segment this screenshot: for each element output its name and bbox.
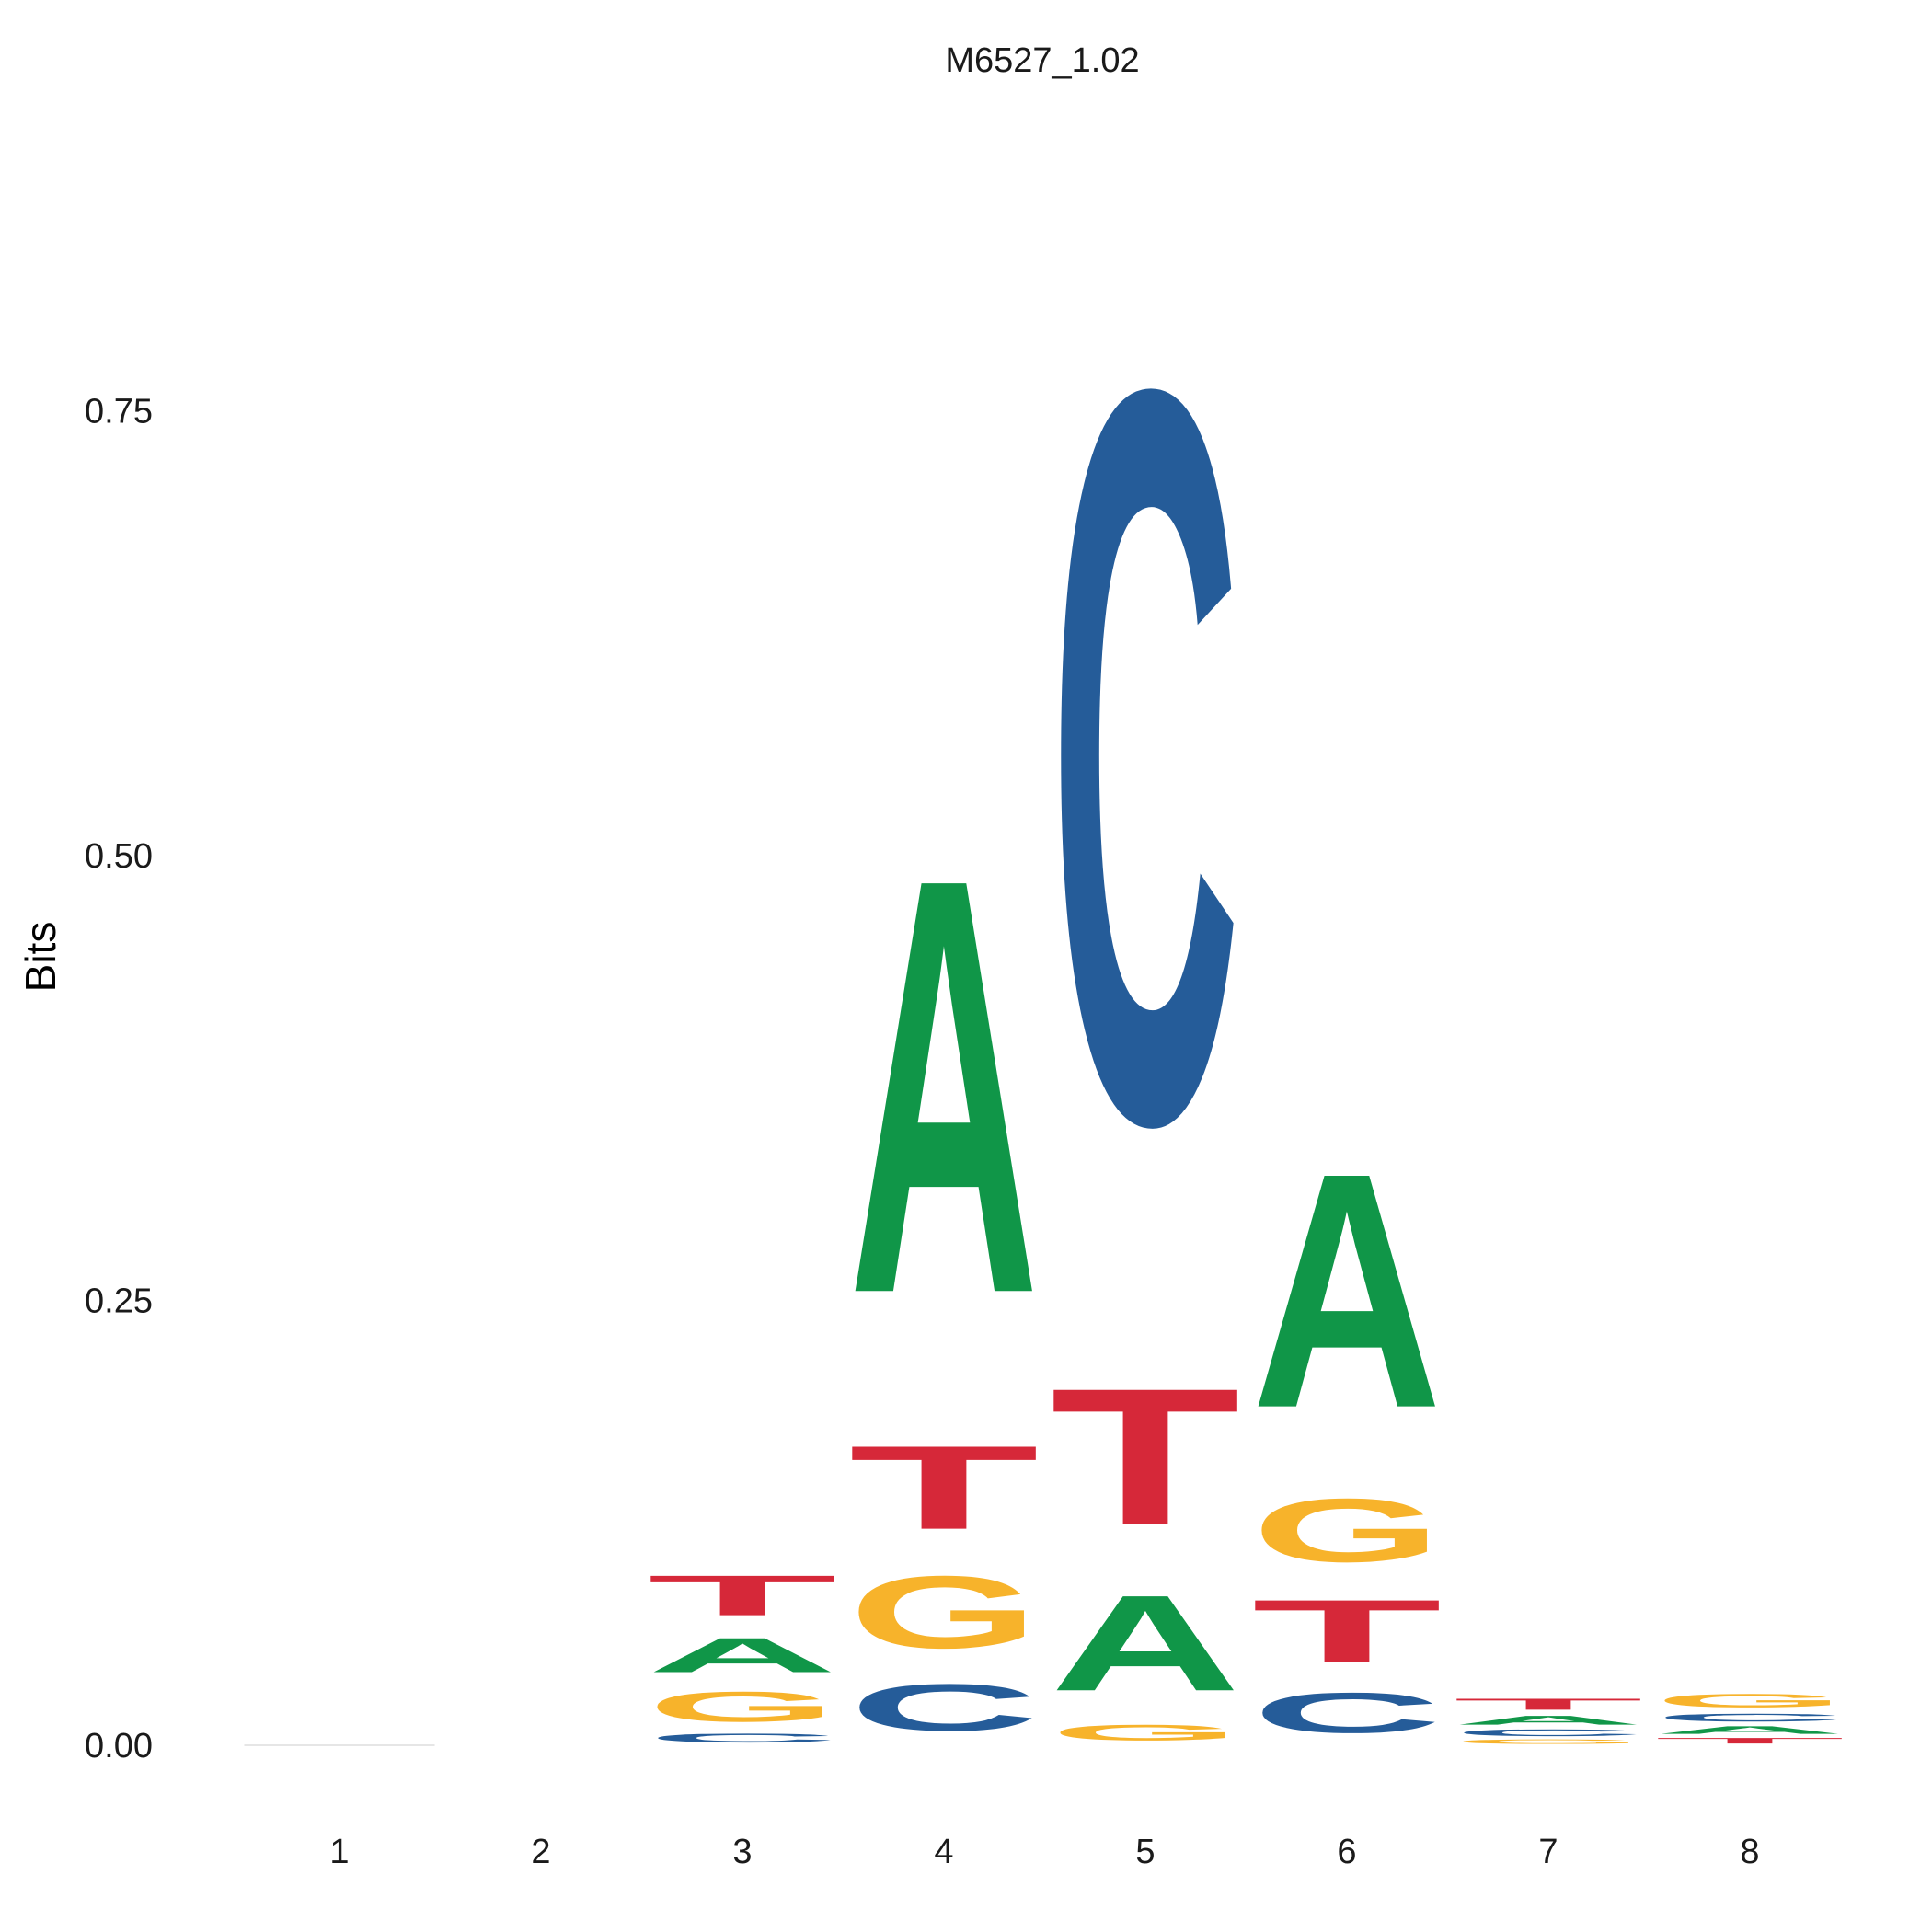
letter-A: A <box>1252 1104 1443 1478</box>
letter-C: C <box>1655 1711 1846 1724</box>
letter-G: G <box>648 1683 838 1731</box>
letter-A: A <box>849 755 1040 1418</box>
letter-A: A <box>1454 1713 1644 1727</box>
letter-C: C <box>1252 1681 1443 1745</box>
letter-C: C <box>1454 1728 1644 1739</box>
letter-T: T <box>849 1421 1040 1554</box>
letter-G: G <box>849 1555 1040 1670</box>
x-tick-label: 6 <box>1337 1833 1356 1871</box>
x-tick-label: 3 <box>732 1833 752 1871</box>
letter-T: T <box>1454 1696 1644 1713</box>
x-tick-label: 4 <box>934 1833 953 1871</box>
letter-C: C <box>849 1671 1040 1745</box>
letter-C: C <box>648 1731 838 1744</box>
letter-T: T <box>1252 1581 1443 1680</box>
x-tick-label: 7 <box>1538 1833 1558 1871</box>
letter-A: A <box>1051 1567 1241 1719</box>
letter-C: C <box>1051 172 1241 1340</box>
y-tick-label: 0.50 <box>85 837 153 876</box>
chart-title: M6527_1.02 <box>945 41 1139 80</box>
x-tick-label: 1 <box>329 1833 349 1871</box>
y-axis-ticks: 0.00 0.25 0.50 0.75 <box>85 393 153 1766</box>
letter-G: G <box>1252 1479 1443 1581</box>
y-tick-label: 0.25 <box>85 1282 153 1321</box>
x-tick-label: 5 <box>1135 1833 1155 1871</box>
letter-T: T <box>648 1563 838 1627</box>
x-axis-ticks: 1 2 3 4 5 6 7 8 <box>329 1833 1759 1871</box>
letter-G: G <box>1454 1738 1644 1745</box>
y-tick-label: 0.00 <box>85 1727 153 1765</box>
letter-G: G <box>1051 1720 1241 1745</box>
letter-G: G <box>1655 1690 1846 1711</box>
y-tick-label: 0.75 <box>85 393 153 431</box>
x-tick-label: 2 <box>531 1833 550 1871</box>
x-tick-label: 8 <box>1740 1833 1759 1871</box>
letter-A: A <box>1655 1724 1846 1737</box>
letter-T: T <box>1655 1736 1846 1745</box>
y-axis-label: Bits <box>17 922 64 993</box>
letter-T: T <box>1051 1348 1241 1566</box>
letter-A: A <box>648 1627 838 1683</box>
